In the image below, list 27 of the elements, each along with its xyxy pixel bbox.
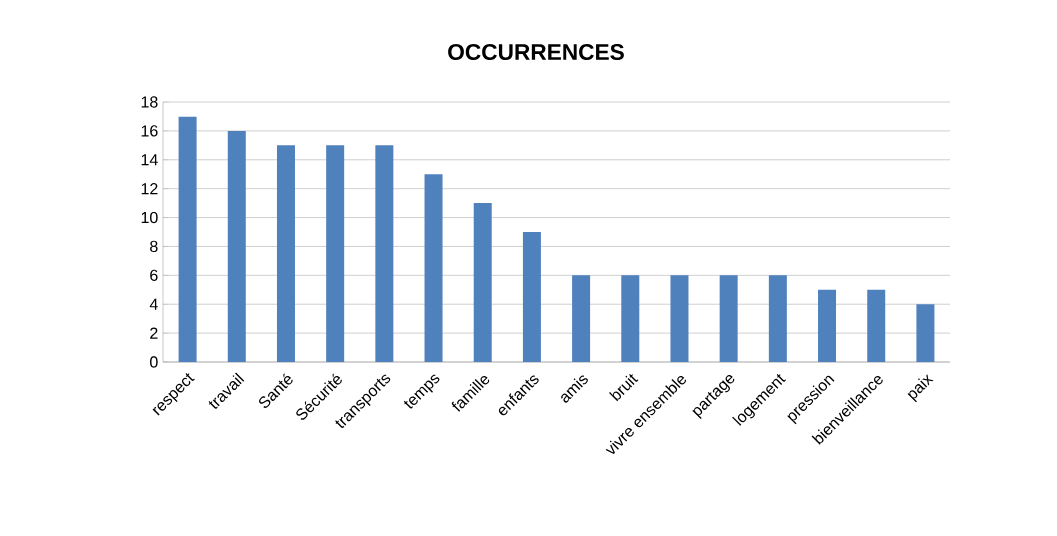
bar <box>768 275 787 362</box>
bar <box>178 116 197 362</box>
y-tick-label: 18 <box>141 96 158 108</box>
bar <box>621 275 640 362</box>
y-tick-label: 2 <box>150 327 158 339</box>
y-tick-label: 14 <box>141 154 158 166</box>
bar <box>424 174 443 362</box>
bar <box>867 289 886 362</box>
y-tick-label: 0 <box>150 356 158 368</box>
bar <box>522 232 541 362</box>
bar <box>719 275 738 362</box>
bar <box>473 203 492 362</box>
bar <box>572 275 591 362</box>
y-tick-label: 8 <box>150 240 158 253</box>
bar <box>276 145 295 362</box>
bar <box>670 275 689 362</box>
bar <box>818 289 837 362</box>
bar <box>227 130 246 362</box>
y-tick-label: 16 <box>141 125 158 137</box>
bar <box>326 145 345 362</box>
y-tick-label: 4 <box>149 298 158 310</box>
bar <box>375 145 394 362</box>
chart-title: OCCURRENCES <box>448 43 624 61</box>
y-tick-label: 6 <box>150 269 158 281</box>
bar <box>916 304 935 362</box>
y-tick-label: 10 <box>141 211 158 224</box>
y-tick-label: 12 <box>141 183 158 195</box>
